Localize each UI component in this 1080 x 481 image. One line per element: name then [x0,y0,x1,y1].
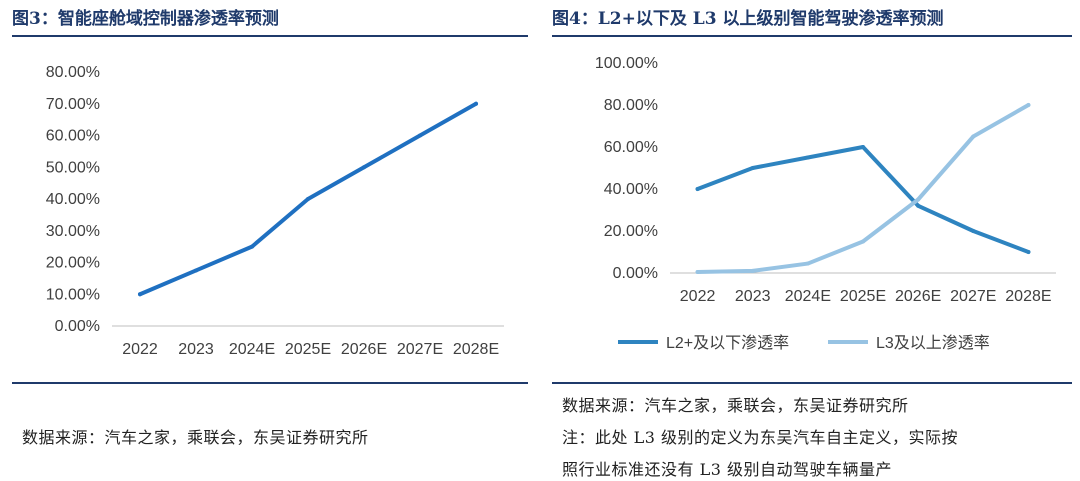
x-tick-label: 2024E [229,341,275,358]
y-tick-label: 10.00% [46,286,100,303]
data-point [861,145,865,149]
x-tick-label: 2023 [178,341,214,358]
autonomy-penetration-chart: 0.00% 20.00% 40.00% 60.00% 80.00% 100.00% 2022… [595,55,1056,352]
series-line-0 [695,145,1031,254]
data-point [418,133,422,138]
y-tick-label: 20.00% [604,223,658,240]
data-point [916,197,921,202]
left-bottom-rule [12,382,528,384]
y-tick-label: 50.00% [46,159,100,176]
x-tick-label: 2027E [950,288,996,305]
right-note-line-2: 照行业标准还没有 L3 级别自动驾驶车辆量产 [562,460,892,479]
x-tick-label: 2022 [122,341,158,358]
left-figure-panel: 图3：智能座舱域控制器渗透率预测 0.00% 10.00% 20.00% 30.00%… [12,0,528,481]
right-source-note: 数据来源：汽车之家，乘联会，东吴证券研究所 [562,396,909,415]
y-tick-label: 70.00% [46,96,100,113]
right-title-rule [552,35,1072,37]
left-figure-title: 图3：智能座舱域控制器渗透率预测 [12,9,279,29]
data-point [971,229,976,233]
left-source-note: 数据来源：汽车之家，乘联会，东吴证券研究所 [22,428,369,447]
y-tick-label: 40.00% [46,191,100,208]
data-point [1026,250,1031,254]
data-point [750,166,755,170]
x-tick-label: 2027E [397,341,443,358]
y-tick-label: 80.00% [46,64,100,81]
data-point [805,155,810,160]
data-point [306,197,310,201]
data-point [861,239,865,244]
y-tick-label: 30.00% [46,223,100,240]
right-note-line-1: 注：此处 L3 级别的定义为东吴汽车自主定义，实际按 [562,428,958,447]
y-tick-label: 40.00% [604,181,658,198]
data-point [474,101,478,106]
x-tick-label: 2026E [341,341,387,358]
y-tick-label: 100.00% [595,55,658,72]
y-tick-label: 0.00% [55,318,100,335]
data-point [916,203,921,208]
series-line-1 [695,103,1031,274]
data-point [1026,103,1031,107]
legend-label-1: L3及以上渗透率 [876,334,990,352]
x-tick-label: 2022 [680,288,716,305]
data-point [194,268,198,273]
x-tick-label: 2028E [453,341,499,358]
right-bottom-rule [552,382,1072,384]
x-tick-label: 2028E [1005,288,1051,305]
y-tick-label: 60.00% [604,139,658,156]
data-point [695,187,700,191]
legend-label-0: L2+及以下渗透率 [666,334,789,352]
data-point [750,268,755,273]
cockpit-penetration-chart: 0.00% 10.00% 20.00% 30.00% 40.00% 50.00% 60.00… [46,64,504,358]
x-tick-label: 2025E [285,341,331,358]
x-tick-label: 2023 [735,288,771,305]
data-point [695,269,700,274]
data-point [362,165,366,170]
data-point [138,292,142,297]
x-tick-label: 2025E [840,288,886,305]
y-tick-label: 60.00% [46,128,100,145]
left-title-rule [12,35,528,37]
y-tick-label: 0.00% [613,265,658,282]
x-tick-label: 2024E [785,288,831,305]
x-tick-label: 2026E [895,288,941,305]
right-figure-title: 图4：L2+以下及 L3 以上级别智能驾驶渗透率预测 [552,9,944,29]
data-point [805,261,810,266]
y-tick-label: 80.00% [604,97,658,114]
data-point [250,244,254,249]
right-figure-panel: 图4：L2+以下及 L3 以上级别智能驾驶渗透率预测 0.00% 20.00% 40… [552,0,1072,481]
data-point [971,134,976,139]
y-tick-label: 20.00% [46,255,100,272]
